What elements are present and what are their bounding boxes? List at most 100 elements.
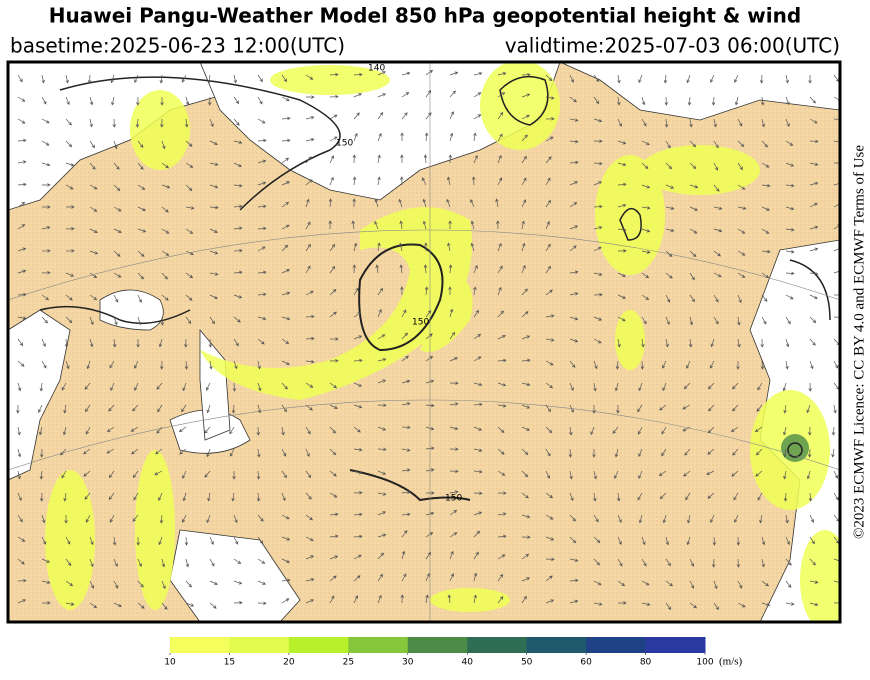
wind-arrow: [593, 360, 598, 370]
wind-arrow: [593, 118, 603, 123]
wind-arrow: [807, 448, 812, 458]
wind-arrow: [617, 601, 627, 605]
wind-arrow: [65, 96, 70, 106]
wind-arrow: [785, 96, 790, 106]
wind-arrow: [713, 118, 717, 128]
wind-arrow: [329, 512, 339, 517]
wind-arrow: [617, 338, 621, 348]
wind-arrow: [158, 536, 163, 546]
wind-arrow: [353, 358, 363, 363]
wind-arrow: [112, 338, 117, 348]
wind-arrow: [17, 360, 25, 367]
wind-arrow: [521, 577, 531, 582]
wind-arrow: [281, 201, 290, 208]
wind-arrow: [305, 138, 315, 142]
wind-arrow: [17, 160, 27, 164]
wind-arrow: [233, 558, 242, 564]
wind-arrow: [659, 404, 667, 411]
wind-arrow: [305, 577, 315, 582]
wind-arrow: [41, 294, 50, 301]
wind-arrow: [86, 360, 91, 370]
wind-arrow: [713, 602, 720, 611]
wind-arrow: [329, 404, 338, 409]
wind-arrow: [497, 426, 505, 433]
wind-arrow: [736, 536, 741, 546]
wind-arrow: [759, 514, 763, 524]
wind-arrow: [470, 199, 475, 208]
wind-arrow: [569, 492, 574, 502]
basetime: basetime:2025-06-23 12:00(UTC): [10, 34, 345, 58]
wind-arrow: [521, 134, 528, 142]
wind-arrow: [783, 448, 787, 458]
wind-arrow: [761, 118, 766, 128]
wind-arrow: [806, 404, 811, 414]
wind-arrow: [399, 264, 403, 274]
wind-arrow: [736, 360, 740, 370]
wind-arrow: [41, 580, 51, 585]
wind-arrow: [521, 448, 529, 456]
colorbar-tick-label: 100: [696, 658, 713, 668]
wind-arrow: [305, 599, 315, 604]
wind-arrow: [497, 133, 503, 142]
wind-arrow: [233, 74, 237, 84]
wind-arrow: [89, 272, 98, 279]
wind-arrow: [449, 331, 455, 340]
wind-arrow: [617, 536, 622, 545]
colorbar-segment: [526, 637, 587, 653]
wind-arrow: [132, 470, 139, 479]
wind-arrow: [351, 220, 355, 230]
wind-arrow: [17, 514, 23, 523]
wind-arrow: [137, 250, 145, 257]
wind-arrow: [449, 402, 459, 406]
wind-arrow: [665, 338, 669, 348]
colorbar-tick-label: 60: [580, 658, 592, 668]
wind-arrow: [641, 118, 647, 127]
wind-arrow: [521, 264, 526, 274]
wind-arrow: [809, 294, 818, 300]
wind-arrow: [423, 264, 428, 274]
wind-arrow: [569, 558, 579, 562]
wind-arrow: [617, 118, 622, 127]
wind-arrow: [65, 226, 75, 231]
wind-arrow: [711, 96, 716, 106]
wind-arrow: [353, 575, 361, 582]
wind-arrow: [661, 426, 667, 435]
wind-arrow: [231, 492, 235, 502]
colorbar-tick-label: 80: [640, 658, 652, 668]
wind-arrow: [41, 360, 47, 369]
wind-arrow: [713, 294, 719, 303]
wind-arrow: [281, 426, 285, 436]
wind-arrow: [233, 601, 243, 605]
contours: [39, 75, 831, 502]
wind-arrow: [425, 89, 432, 98]
wind-arrow: [521, 553, 530, 560]
wind-arrow: [425, 69, 434, 76]
wind-arrow: [281, 181, 290, 186]
wind-arrow: [686, 74, 691, 84]
wind-arrow: [156, 382, 163, 390]
wind-arrow: [113, 206, 122, 212]
colorbar-tick-label: 10: [164, 658, 176, 668]
wind-arrow: [497, 470, 506, 476]
wind-arrow: [41, 183, 51, 187]
wind-arrow: [113, 184, 121, 192]
wind-arrow: [17, 118, 26, 124]
wind-arrow: [497, 596, 504, 604]
wind-arrow: [497, 448, 505, 455]
wind-arrow: [641, 228, 651, 233]
wind-arrow: [161, 228, 170, 234]
map-frame: [6, 60, 842, 624]
wind-arrow: [425, 551, 431, 560]
wind-arrow: [133, 492, 139, 501]
wind-arrow: [783, 426, 787, 436]
wind-arrow: [809, 580, 819, 584]
wind-arrow: [83, 448, 91, 455]
wind-arrow: [473, 426, 483, 431]
wind-arrow: [17, 338, 24, 347]
wind-arrow: [617, 294, 626, 299]
wind-arrow: [665, 272, 673, 279]
wind-arrow: [65, 272, 75, 277]
wind-arrow: [305, 404, 313, 411]
wind-arrow: [449, 490, 459, 494]
wind-core: [781, 434, 809, 462]
